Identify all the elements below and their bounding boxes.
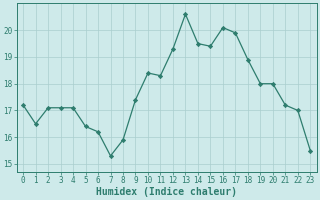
X-axis label: Humidex (Indice chaleur): Humidex (Indice chaleur)	[96, 186, 237, 197]
